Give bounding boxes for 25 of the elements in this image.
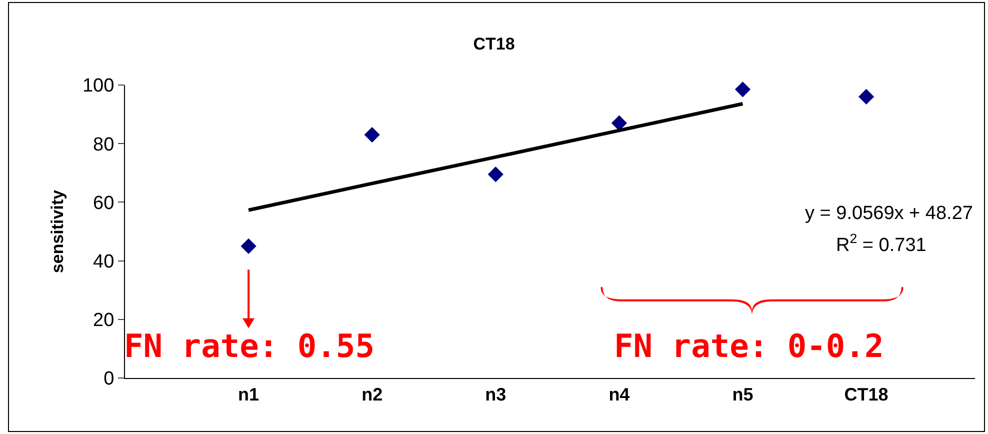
- y-tick-label: 0: [104, 368, 114, 390]
- x-tick-label: CT18: [844, 384, 888, 405]
- annotation: y = 9.0569x + 48.27: [805, 203, 973, 224]
- y-tick-label: 60: [93, 192, 114, 214]
- y-axis-title: sensitivity: [48, 189, 68, 274]
- chart-title: CT18: [473, 34, 515, 54]
- annotation: FN rate: 0-0.2: [614, 327, 884, 365]
- x-tick-label: n4: [608, 384, 630, 405]
- x-tick-label: n5: [732, 384, 754, 405]
- point: [364, 127, 380, 143]
- point: [858, 88, 874, 105]
- x-tick-label: n3: [485, 384, 506, 405]
- point: [734, 82, 751, 98]
- annotation: R$^{2}$ = 0.731: [836, 231, 926, 256]
- y-tick-label: 20: [93, 310, 114, 332]
- y-tick-label: 40: [93, 251, 114, 272]
- annotation: FN rate: 0.55: [124, 327, 374, 365]
- point: [488, 166, 504, 182]
- y-tick-label: 80: [93, 134, 114, 156]
- x-tick-label: n2: [362, 384, 383, 405]
- y-tick-label: 100: [82, 76, 114, 97]
- point: [240, 238, 256, 254]
- line-series: [246, 102, 744, 212]
- x-tick-label: n1: [238, 384, 260, 405]
- point: [611, 115, 627, 131]
